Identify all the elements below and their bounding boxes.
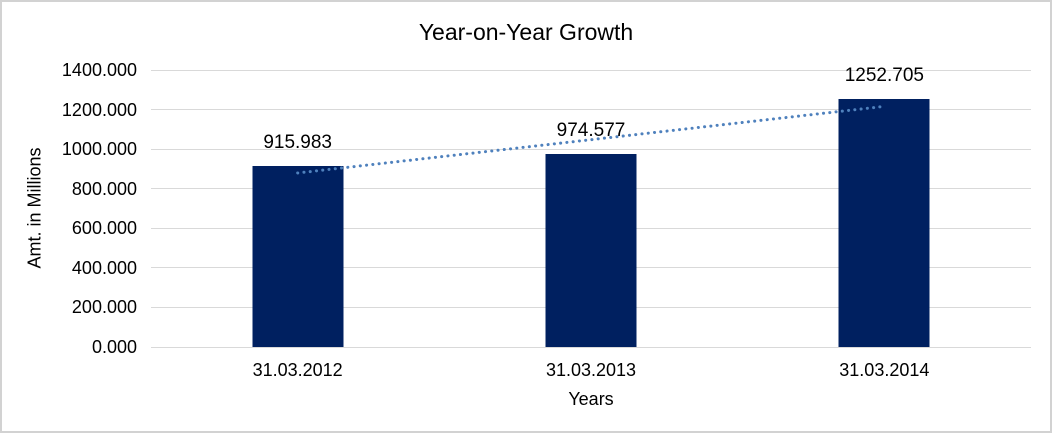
y-tick-label: 200.000 bbox=[71, 297, 137, 318]
x-axis-labels: 31.03.2012 31.03.2013 31.03.2014 bbox=[151, 359, 1031, 383]
bar bbox=[838, 99, 930, 347]
y-tick-label: 0.000 bbox=[91, 337, 137, 357]
bar-data-label: 1252.705 bbox=[844, 65, 924, 87]
trendline bbox=[296, 104, 886, 175]
y-axis-labels: 0.000 200.000 400.000 600.000 800.000 1000.00… bbox=[2, 60, 137, 357]
bar bbox=[545, 154, 637, 347]
gridline bbox=[151, 109, 1031, 111]
y-tick-label: 1200.000 bbox=[61, 99, 137, 120]
y-tick-label: 1000.000 bbox=[61, 139, 137, 160]
bar-data-label: 974.577 bbox=[556, 120, 626, 142]
y-tick-label: 800.000 bbox=[71, 178, 137, 199]
trendline-svg bbox=[296, 104, 886, 175]
x-tick-label: 31.03.2014 bbox=[839, 360, 930, 380]
gridline bbox=[151, 148, 1031, 150]
y-tick-label: 1400.000 bbox=[61, 60, 137, 80]
y-tick-label: 600.000 bbox=[71, 218, 137, 239]
plot-area: 915.983 974.577 1252.705 bbox=[151, 65, 1031, 348]
chart-title: Year-on-Year Growth bbox=[418, 19, 634, 45]
x-axis-title: Years bbox=[568, 389, 614, 409]
bar bbox=[252, 165, 344, 347]
gridline bbox=[151, 69, 1031, 71]
bar-data-label: 915.983 bbox=[263, 131, 332, 153]
y-tick-label: 400.000 bbox=[71, 257, 137, 278]
gridline bbox=[151, 346, 1031, 348]
x-tick-label: 31.03.2013 bbox=[545, 360, 637, 380]
x-tick-label: 31.03.2012 bbox=[252, 360, 343, 380]
